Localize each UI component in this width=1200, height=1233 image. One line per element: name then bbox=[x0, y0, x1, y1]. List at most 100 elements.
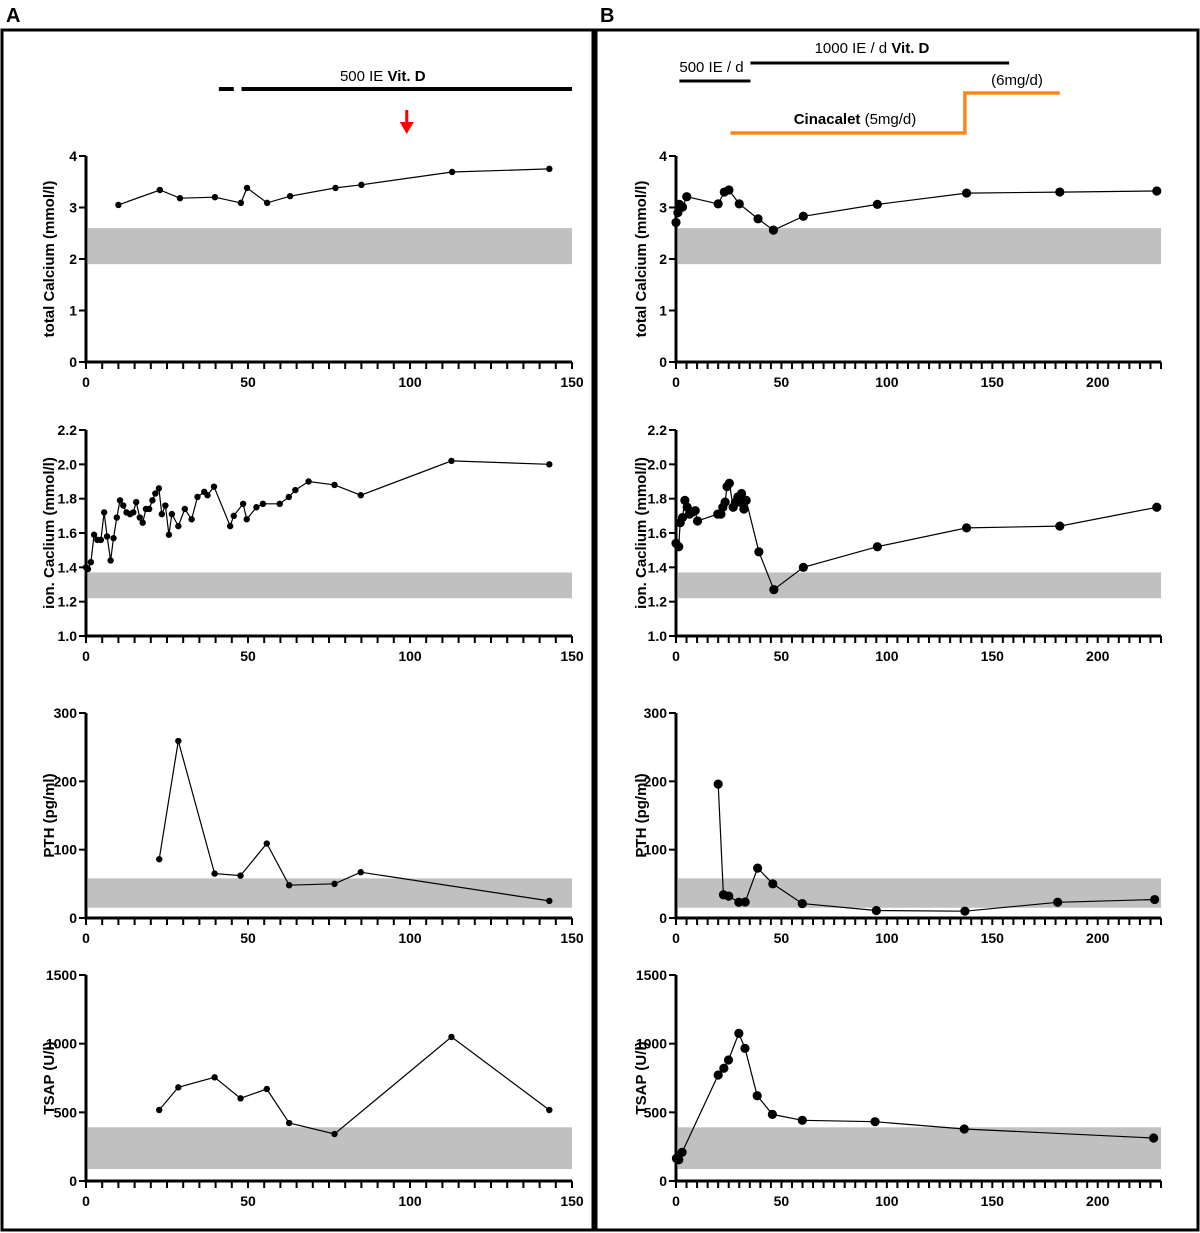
data-point bbox=[165, 531, 173, 538]
y-tick-label: 0 bbox=[69, 910, 77, 926]
data-point bbox=[155, 485, 163, 492]
data-point bbox=[546, 165, 553, 173]
series-line bbox=[85, 460, 550, 571]
data-point bbox=[798, 211, 808, 221]
data-point bbox=[358, 181, 365, 189]
data-point bbox=[959, 1124, 969, 1134]
data-point bbox=[1055, 521, 1065, 531]
x-tick-label: 0 bbox=[82, 648, 90, 664]
y-tick-label: 1.4 bbox=[58, 559, 78, 575]
y-axis-title: PTH (pg/ml) bbox=[633, 773, 650, 857]
data-point bbox=[1152, 502, 1162, 512]
x-tick-label: 200 bbox=[1086, 648, 1110, 664]
x-tick-label: 50 bbox=[774, 1193, 790, 1209]
x-tick-label: 100 bbox=[875, 930, 899, 946]
x-tick-label: 200 bbox=[1086, 1193, 1110, 1209]
vitamin-d-label: 500 IE Vit. D bbox=[340, 68, 426, 85]
data-point bbox=[734, 1028, 744, 1038]
data-point bbox=[226, 522, 234, 530]
y-tick-label: 100 bbox=[644, 842, 668, 858]
data-point bbox=[768, 225, 779, 235]
data-point bbox=[692, 516, 703, 526]
data-point bbox=[1150, 894, 1160, 905]
chart-B-4: 0 50 100 150 200 0 1 2 3 4 total Calcium (mmol/l) bbox=[633, 148, 1162, 390]
data-point bbox=[145, 505, 153, 513]
data-point bbox=[752, 1091, 762, 1101]
data-point bbox=[767, 1109, 777, 1119]
data-point bbox=[263, 1085, 270, 1093]
y-axis-title: TSAP (U/l) bbox=[41, 1041, 58, 1114]
y-tick-label: 0 bbox=[69, 1173, 77, 1189]
cinacalcet-6mg-label: (6mg/d) bbox=[991, 72, 1043, 89]
x-tick-label: 50 bbox=[774, 648, 790, 664]
series-line bbox=[676, 1031, 1154, 1161]
data-point bbox=[90, 531, 98, 538]
y-tick-label: 1.8 bbox=[648, 491, 668, 507]
data-point bbox=[243, 516, 250, 523]
data-point bbox=[237, 872, 244, 879]
y-tick-label: 1500 bbox=[46, 967, 77, 983]
data-point bbox=[149, 497, 156, 504]
data-point bbox=[175, 1084, 182, 1091]
y-tick-label: 3 bbox=[659, 200, 667, 216]
data-point bbox=[720, 497, 730, 507]
y-tick-label: 0 bbox=[659, 910, 667, 926]
data-point bbox=[211, 1074, 218, 1081]
data-point bbox=[872, 542, 882, 552]
data-point bbox=[740, 897, 750, 907]
cinacalcet-dose: (5mg/d) bbox=[860, 111, 916, 128]
x-tick-label: 150 bbox=[560, 374, 584, 390]
data-point bbox=[286, 192, 294, 200]
data-point bbox=[713, 779, 723, 789]
data-point bbox=[263, 199, 271, 207]
data-point bbox=[754, 547, 764, 557]
data-point bbox=[133, 498, 140, 506]
data-point bbox=[259, 500, 267, 508]
data-point bbox=[682, 192, 692, 202]
vitamin-d-1000-label: 1000 IE / d Vit. D bbox=[815, 40, 930, 57]
y-tick-label: 0 bbox=[659, 354, 667, 370]
y-tick-label: 1 bbox=[69, 303, 77, 319]
data-point bbox=[181, 505, 189, 513]
reference-range-band bbox=[678, 1127, 1161, 1170]
vitamin-d-dose: 500 IE bbox=[340, 68, 388, 85]
data-point bbox=[739, 504, 749, 514]
data-point bbox=[798, 562, 808, 572]
data-point bbox=[1053, 897, 1063, 907]
y-tick-label: 1000 bbox=[46, 1036, 77, 1052]
y-tick-label: 200 bbox=[54, 773, 78, 789]
chart-B-6: 0 50 100 150 200 0 100 200 300 PTH (pg/ml) bbox=[633, 705, 1162, 946]
cinacalcet-bar bbox=[730, 91, 1060, 135]
data-point bbox=[871, 905, 881, 916]
data-point bbox=[103, 533, 111, 540]
y-tick-label: 1.4 bbox=[648, 559, 668, 575]
x-tick-label: 100 bbox=[875, 648, 899, 664]
data-point bbox=[243, 184, 251, 192]
reference-range-band bbox=[678, 228, 1161, 265]
x-tick-label: 50 bbox=[774, 930, 790, 946]
y-tick-label: 0 bbox=[69, 354, 77, 370]
data-point bbox=[276, 500, 283, 508]
y-tick-label: 2 bbox=[659, 251, 667, 267]
data-point bbox=[740, 1043, 750, 1053]
data-point bbox=[357, 869, 364, 876]
data-point bbox=[331, 1130, 338, 1138]
data-point bbox=[1149, 1133, 1159, 1143]
data-point bbox=[546, 897, 553, 905]
data-point bbox=[674, 542, 684, 552]
y-tick-label: 500 bbox=[54, 1104, 78, 1120]
y-axis-title: total Calcium (mmol/l) bbox=[633, 181, 650, 338]
data-point bbox=[357, 492, 364, 499]
data-point bbox=[331, 481, 338, 489]
data-point bbox=[734, 199, 744, 209]
data-point bbox=[769, 585, 779, 595]
y-tick-label: 1.6 bbox=[58, 525, 78, 541]
y-tick-label: 1.0 bbox=[648, 628, 668, 644]
data-point bbox=[115, 201, 122, 209]
data-point bbox=[136, 514, 143, 521]
data-point bbox=[753, 214, 763, 224]
data-point bbox=[97, 536, 105, 544]
data-point bbox=[263, 840, 270, 847]
data-point bbox=[204, 492, 211, 499]
